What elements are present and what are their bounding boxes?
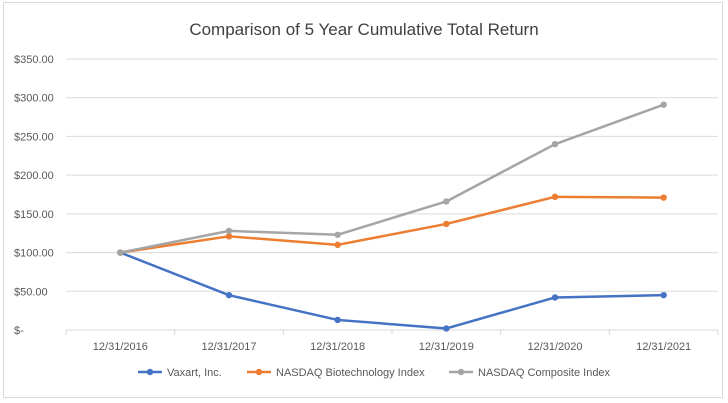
- y-tick-label: $-: [14, 325, 24, 337]
- legend-label-1: NASDAQ Biotechnology Index: [276, 367, 425, 379]
- series-2-point: [117, 249, 124, 256]
- series-0-point: [443, 325, 450, 332]
- series-1-point: [225, 233, 233, 240]
- series-2-point: [443, 198, 450, 205]
- chart-frame: Comparison of 5 Year Cumulative Total Re…: [3, 2, 723, 398]
- x-tick-label: 12/31/2019: [419, 341, 474, 353]
- legend-marker-0: [146, 368, 154, 376]
- series-0-point: [551, 294, 559, 301]
- y-tick-label: $150.00: [14, 209, 54, 221]
- series-1-point: [443, 220, 450, 228]
- x-axis: 12/31/2016 12/31/2017 12/31/2018 12/31/2019…: [65, 329, 719, 353]
- y-tick-label: $200.00: [14, 170, 54, 182]
- legend-marker-2: [457, 368, 465, 376]
- chart-title: Comparison of 5 Year Cumulative Total Re…: [189, 20, 538, 39]
- x-tick-label: 12/31/2021: [636, 341, 691, 353]
- series-1-point: [551, 193, 559, 201]
- y-tick-label: $100.00: [14, 248, 54, 260]
- series-0-point: [334, 316, 341, 324]
- series-2-point: [225, 227, 233, 235]
- series-line-0: [119, 251, 665, 330]
- legend-marker-1: [255, 368, 263, 376]
- chart-canvas: Comparison of 5 Year Cumulative Total Re…: [14, 20, 719, 379]
- y-tick-label: $50.00: [14, 286, 48, 298]
- y-tick-label: $250.00: [14, 131, 54, 143]
- series-2-point: [334, 231, 341, 238]
- y-tick-label: $350.00: [14, 54, 54, 66]
- series-lines: [117, 101, 667, 332]
- gridlines: [66, 58, 718, 292]
- x-tick-label: 12/31/2016: [93, 341, 148, 353]
- y-axis: $- $50.00 $100.00 $150.00 $200.00 $250.00 $300…: [14, 54, 54, 337]
- y-tick-label: $300.00: [14, 93, 54, 105]
- series-0-point: [660, 291, 667, 299]
- series-1-point: [334, 241, 341, 249]
- series-2-point: [660, 101, 667, 108]
- x-tick-label: 12/31/2017: [201, 341, 256, 353]
- legend-label-0: Vaxart, Inc.: [167, 367, 222, 379]
- x-tick-label: 12/31/2020: [527, 341, 582, 353]
- x-tick-label: 12/31/2018: [310, 341, 365, 353]
- series-line-1: [119, 195, 665, 254]
- series-line-2: [119, 103, 665, 254]
- series-2-point: [551, 140, 559, 148]
- series-1-point: [660, 194, 667, 201]
- series-0-point: [225, 291, 233, 299]
- legend-label-2: NASDAQ Composite Index: [478, 367, 611, 379]
- legend: Vaxart, Inc. NASDAQ Biotechnology Index NA…: [138, 367, 611, 379]
